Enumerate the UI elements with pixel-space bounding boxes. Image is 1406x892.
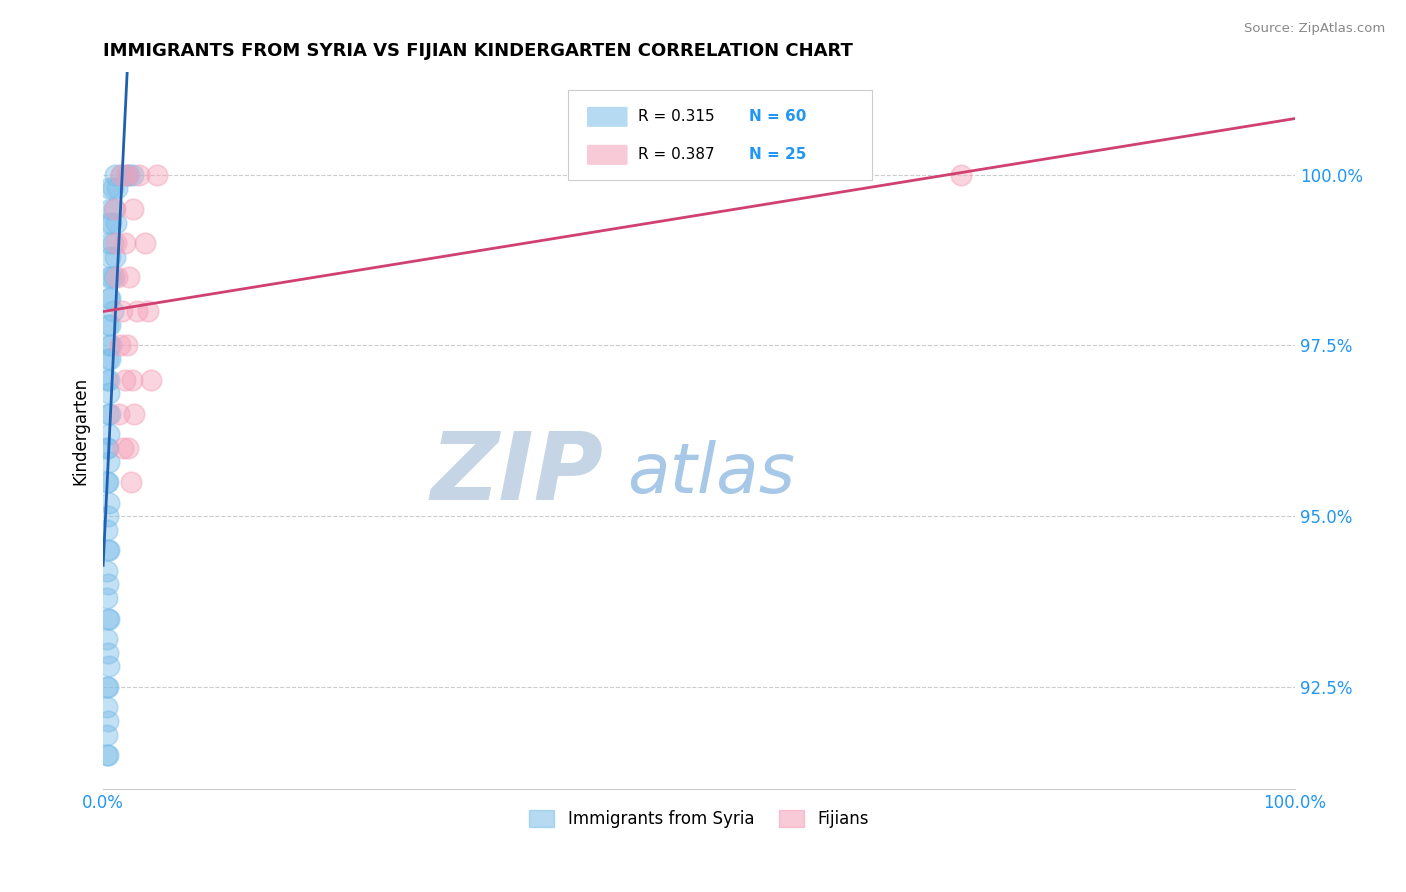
Point [103, 202, 125, 216]
FancyBboxPatch shape [588, 145, 627, 165]
Point [98, 611, 121, 625]
Point [107, 407, 129, 421]
Point [96, 728, 118, 742]
Point [98, 659, 121, 673]
Point [105, 236, 128, 251]
Point [107, 181, 129, 195]
Point [101, 236, 124, 251]
Point [97, 216, 120, 230]
Point [98, 338, 121, 352]
Point [97, 543, 120, 558]
Point [97, 748, 120, 763]
Point [110, 168, 132, 182]
Point [96, 373, 118, 387]
Point [97, 509, 120, 524]
Point [115, 338, 138, 352]
Point [120, 475, 142, 489]
Point [98, 427, 121, 442]
Point [98, 250, 121, 264]
Point [114, 373, 136, 387]
Point [125, 304, 148, 318]
Point [97, 680, 120, 694]
Point [134, 236, 156, 251]
Point [97, 475, 120, 489]
Point [96, 564, 118, 578]
Point [108, 338, 131, 352]
Point [100, 270, 122, 285]
Point [112, 441, 135, 455]
Point [97, 270, 120, 285]
Point [98, 236, 121, 251]
Point [138, 304, 160, 318]
Text: atlas: atlas [627, 441, 796, 508]
Point [114, 236, 136, 251]
Point [128, 168, 150, 182]
Point [98, 181, 121, 195]
Point [121, 373, 143, 387]
Point [118, 168, 141, 182]
Point [122, 168, 145, 182]
Point [101, 181, 124, 195]
Point [122, 202, 145, 216]
Point [97, 441, 120, 455]
Point [96, 591, 118, 605]
Point [98, 318, 121, 332]
Point [115, 168, 138, 182]
Point [98, 495, 121, 509]
Point [96, 475, 118, 489]
Text: N = 25: N = 25 [749, 147, 807, 162]
Point [950, 168, 973, 182]
Point [97, 577, 120, 591]
Text: ZIP: ZIP [430, 428, 603, 520]
Point [104, 250, 127, 264]
FancyBboxPatch shape [568, 90, 872, 180]
Point [96, 680, 118, 694]
Text: R = 0.387: R = 0.387 [638, 147, 714, 162]
Point [110, 168, 132, 182]
Point [97, 611, 120, 625]
Point [98, 543, 121, 558]
Point [118, 270, 141, 285]
Text: Source: ZipAtlas.com: Source: ZipAtlas.com [1244, 22, 1385, 36]
Point [145, 168, 167, 182]
Point [96, 632, 118, 646]
Point [97, 407, 120, 421]
Point [98, 352, 121, 367]
Point [96, 700, 118, 714]
Point [96, 523, 118, 537]
Point [101, 304, 124, 318]
Text: R = 0.315: R = 0.315 [638, 110, 714, 124]
Y-axis label: Kindergarten: Kindergarten [72, 376, 89, 485]
Point [96, 441, 118, 455]
Point [100, 216, 122, 230]
Point [103, 270, 125, 285]
Point [98, 291, 121, 305]
Point [104, 202, 127, 216]
Point [97, 352, 120, 367]
Point [97, 714, 120, 728]
Point [139, 373, 162, 387]
Legend: Immigrants from Syria, Fijians: Immigrants from Syria, Fijians [523, 803, 876, 835]
FancyBboxPatch shape [588, 107, 627, 127]
Point [115, 168, 138, 182]
Point [98, 373, 121, 387]
Point [111, 304, 134, 318]
Point [122, 407, 145, 421]
Point [117, 441, 139, 455]
Point [100, 338, 122, 352]
Point [97, 646, 120, 660]
Point [96, 748, 118, 763]
Point [98, 291, 121, 305]
Point [105, 216, 128, 230]
Point [107, 270, 129, 285]
Point [98, 202, 121, 216]
Point [98, 407, 121, 421]
Point [98, 386, 121, 401]
Point [104, 168, 127, 182]
Text: IMMIGRANTS FROM SYRIA VS FIJIAN KINDERGARTEN CORRELATION CHART: IMMIGRANTS FROM SYRIA VS FIJIAN KINDERGA… [103, 42, 853, 60]
Point [98, 454, 121, 468]
Point [97, 318, 120, 332]
Text: N = 60: N = 60 [749, 110, 807, 124]
